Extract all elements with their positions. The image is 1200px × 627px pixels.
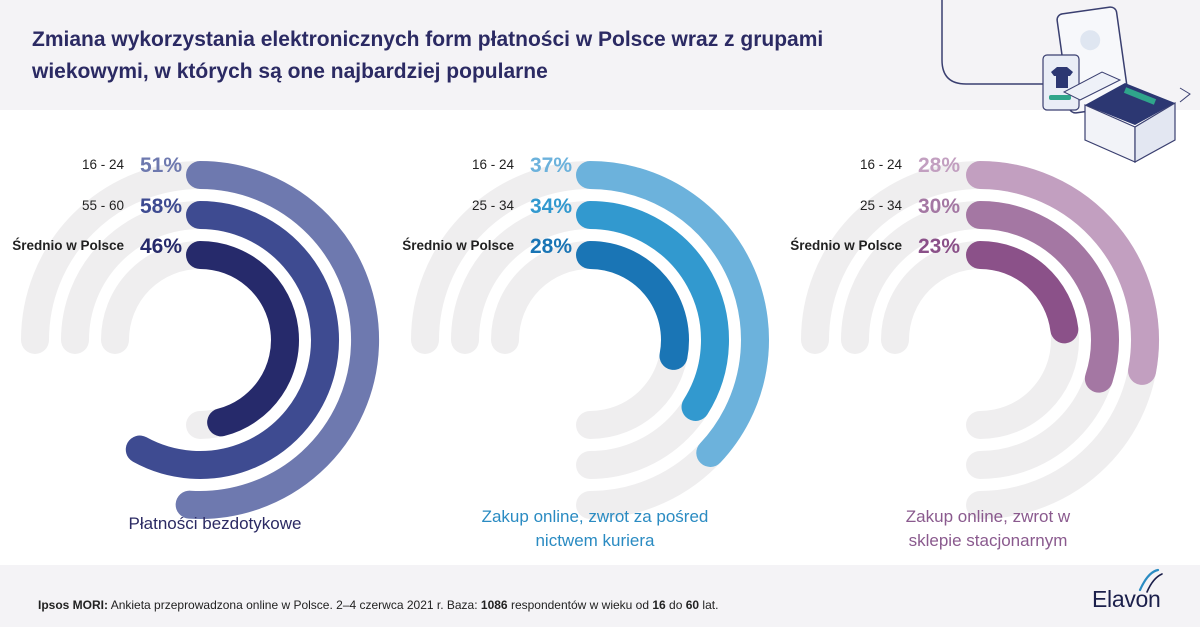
- footnote-source: Ipsos MORI:: [38, 598, 109, 612]
- phone-parcel-illustration: [941, 0, 1191, 164]
- footnote-age-to: 60: [685, 598, 700, 612]
- arc-contactless-2: [125, 201, 339, 479]
- value-label-courier-2: 34%: [530, 195, 572, 218]
- header-band: [0, 0, 1200, 110]
- footnote-text-2: respondentów w wieku od: [507, 598, 653, 612]
- row-label-store-3: Średnio w Polsce: [790, 238, 902, 253]
- value-label-store-2: 30%: [918, 195, 960, 218]
- footnote-base: 1086: [480, 598, 508, 612]
- caption-contactless: Płatności bezdotykowe: [45, 512, 385, 536]
- caption-courier-line-1: Zakup online, zwrot za pośred: [481, 507, 709, 526]
- arc-store-3: [966, 241, 1079, 344]
- arc-courier-3: [576, 241, 689, 370]
- row-label-store-1: 16 - 24: [860, 157, 903, 172]
- value-label-courier-1: 37%: [530, 154, 572, 177]
- row-label-contactless-3: Średnio w Polsce: [12, 238, 124, 253]
- row-label-courier-1: 16 - 24: [472, 157, 515, 172]
- arc-store-1: [966, 161, 1159, 385]
- row-label-contactless-1: 16 - 24: [82, 157, 125, 172]
- footer-band: [0, 565, 1200, 627]
- caption-store-line-2: sklepie stacjonarnym: [908, 531, 1068, 550]
- value-label-store-1: 28%: [918, 154, 960, 177]
- caption-courier-return: Zakup online, zwrot za pośred nictwem ku…: [425, 505, 765, 553]
- footnote-text-4: lat.: [699, 598, 719, 612]
- chart-title: Zmiana wykorzystania elektronicznych for…: [32, 24, 852, 88]
- arc-store-2: [966, 201, 1119, 393]
- caption-store-return: Zakup online, zwrot w sklepie stacjonarn…: [818, 505, 1158, 553]
- arc-courier-2: [576, 201, 729, 421]
- elavon-logo: Elavon: [1092, 586, 1161, 612]
- value-label-contactless-3: 46%: [140, 235, 182, 258]
- value-label-courier-3: 28%: [530, 235, 572, 258]
- elavon-logo-swoosh: [1138, 568, 1163, 593]
- caption-store-line-1: Zakup online, zwrot w: [905, 507, 1071, 526]
- footnote-age-from: 16: [652, 598, 666, 612]
- value-label-contactless-1: 51%: [140, 154, 182, 177]
- footnote-text-3: do: [665, 598, 686, 612]
- caption-courier-line-2: nictwem kuriera: [535, 531, 655, 550]
- row-label-courier-2: 25 - 34: [472, 198, 515, 213]
- value-label-contactless-2: 58%: [140, 195, 182, 218]
- title-line-1: Zmiana wykorzystania elektronicznych for…: [32, 28, 824, 51]
- value-label-store-3: 23%: [918, 235, 960, 258]
- source-footnote: Ipsos MORI: Ankieta przeprowadzona onlin…: [38, 598, 718, 612]
- row-label-contactless-2: 55 - 60: [82, 198, 124, 213]
- row-label-courier-3: Średnio w Polsce: [402, 238, 514, 253]
- arc-contactless-1: [175, 161, 379, 519]
- arc-contactless-3: [186, 241, 299, 437]
- caption-contactless-text: Płatności bezdotykowe: [128, 514, 302, 533]
- footnote-text-1: Ankieta przeprowadzona online w Polsce. …: [108, 598, 481, 612]
- arc-courier-1: [576, 161, 769, 467]
- title-line-2: wiekowymi, w których są one najbardziej …: [32, 60, 548, 83]
- row-label-store-2: 25 - 34: [860, 198, 903, 213]
